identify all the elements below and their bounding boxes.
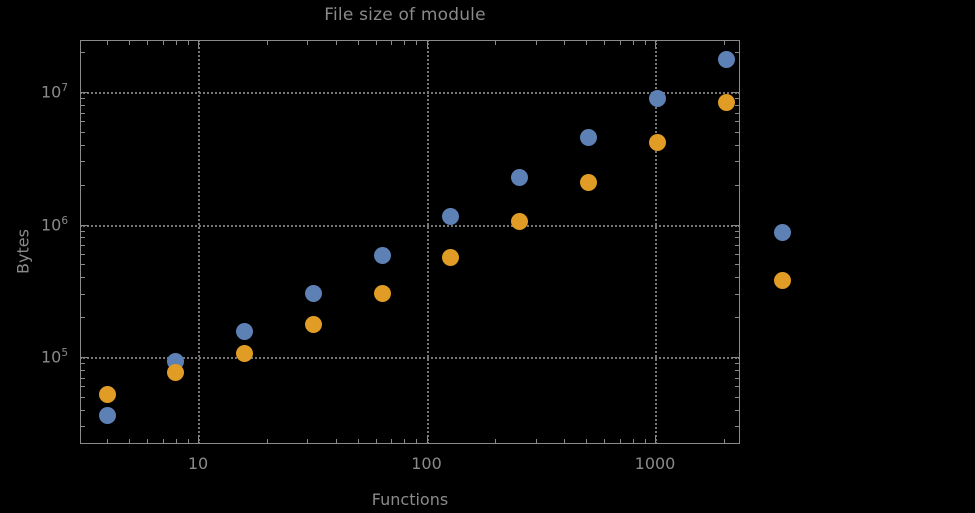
x-tick-label: 10 [187,454,209,473]
y-tick-label: 107 [40,82,68,102]
x-tick-label: 1000 [634,454,676,473]
x-tick-label: 100 [411,454,442,473]
chart-title: File size of module [324,5,486,25]
data-point [773,224,791,241]
plot-frame [80,40,740,444]
y-axis-label: Bytes [13,229,33,274]
data-point [773,271,791,289]
x-axis-label: Functions [371,490,449,509]
y-tick-label: 105 [40,347,68,367]
